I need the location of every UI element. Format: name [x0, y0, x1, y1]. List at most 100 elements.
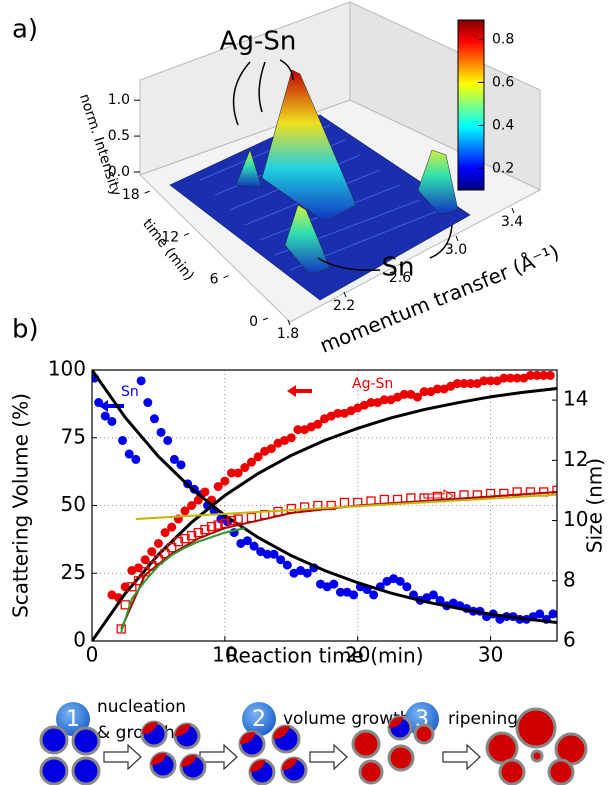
- point: [282, 560, 292, 570]
- particle-shell: [240, 732, 256, 744]
- plot-frame: [91, 369, 558, 642]
- x-tick-label: 1.8: [277, 326, 299, 342]
- y2-tick-label: 10: [563, 507, 588, 531]
- colorbar-tick-label: 0.4: [492, 117, 514, 133]
- arrow: [103, 743, 142, 771]
- square-point: [186, 530, 197, 541]
- y-tick-label: 18: [122, 187, 140, 203]
- point: [107, 416, 117, 426]
- y-tick: [183, 232, 190, 236]
- particle-shell: [389, 717, 404, 728]
- point: [153, 538, 163, 548]
- step-label: ripening: [448, 709, 518, 729]
- particle-shell: [175, 724, 191, 736]
- arrow: [429, 224, 453, 259]
- particle-shell: [142, 722, 158, 734]
- y2-tick-label: 8: [563, 567, 576, 591]
- square-point: [127, 582, 137, 592]
- point: [286, 433, 296, 443]
- point: [486, 376, 496, 386]
- point: [525, 370, 535, 380]
- square-point: [180, 533, 190, 544]
- point: [180, 506, 190, 516]
- process-arrows: [103, 743, 481, 771]
- fit-line: [135, 493, 557, 521]
- x-tick-label: 20: [345, 643, 370, 667]
- arrow-left: [287, 385, 312, 397]
- particle-shell: [273, 726, 290, 739]
- x-tick-label: 30: [478, 643, 503, 667]
- point: [118, 435, 128, 445]
- point: [395, 576, 405, 586]
- point: [149, 414, 159, 424]
- fit-line: [92, 370, 557, 625]
- x-tick: [399, 263, 403, 270]
- z-tick-label: 1.0: [108, 92, 130, 108]
- point: [249, 541, 259, 551]
- point: [233, 468, 243, 478]
- point: [227, 468, 236, 478]
- square-point: [167, 543, 177, 553]
- square-point: [512, 487, 522, 497]
- y2-tick-label: 12: [563, 447, 588, 471]
- point: [124, 449, 134, 459]
- point: [413, 392, 422, 402]
- fit-line: [92, 386, 557, 641]
- point: [163, 435, 173, 445]
- y-tick-label: 0: [73, 628, 86, 652]
- point: [269, 549, 279, 559]
- point: [333, 408, 343, 418]
- z-tick-label: 0.0: [108, 164, 130, 180]
- particle: [547, 758, 575, 785]
- particle: [530, 749, 544, 763]
- point: [435, 595, 445, 605]
- point: [335, 587, 345, 597]
- point: [169, 454, 179, 464]
- surface-peak: [235, 149, 263, 189]
- surface-peak: [261, 69, 357, 223]
- arrow: [317, 257, 381, 271]
- point: [220, 476, 230, 486]
- colorbar-tick-label: 0.8: [492, 31, 514, 47]
- point: [369, 590, 379, 600]
- point: [302, 568, 312, 578]
- arrow: [442, 743, 481, 771]
- square-point: [200, 524, 210, 535]
- particle-shell: [151, 753, 167, 765]
- y-tick: [223, 275, 229, 279]
- square-point: [379, 494, 389, 505]
- particle: [498, 758, 526, 785]
- x-tick: [343, 291, 347, 298]
- particle: [71, 756, 101, 785]
- y2-tick-label: 6: [563, 628, 576, 652]
- y-tick-label: 50: [61, 492, 86, 516]
- square-point: [226, 515, 237, 526]
- point: [466, 379, 476, 389]
- point: [499, 373, 509, 383]
- point: [548, 609, 557, 619]
- fit-line: [120, 490, 557, 630]
- point: [532, 370, 542, 380]
- x-tick: [511, 207, 515, 214]
- colorbar-tick-label: 0.6: [492, 74, 514, 90]
- particle: [358, 759, 384, 785]
- square-point: [233, 514, 243, 524]
- point: [512, 373, 522, 383]
- arrow: [258, 61, 266, 113]
- surface-peak: [284, 204, 331, 276]
- square-point: [193, 527, 203, 538]
- y2-axis-label: Size (nm): [583, 458, 607, 553]
- point: [94, 398, 104, 408]
- x-tick-label: 3.4: [501, 214, 523, 230]
- point: [545, 370, 555, 380]
- y-tick: [144, 190, 150, 194]
- surface-peak: [417, 149, 459, 216]
- point: [100, 411, 110, 421]
- particle: [413, 723, 435, 745]
- point: [176, 460, 186, 470]
- series-label: Ag-Sn: [352, 376, 393, 392]
- point: [539, 370, 549, 380]
- point: [200, 487, 210, 497]
- particle-shell: [250, 760, 266, 772]
